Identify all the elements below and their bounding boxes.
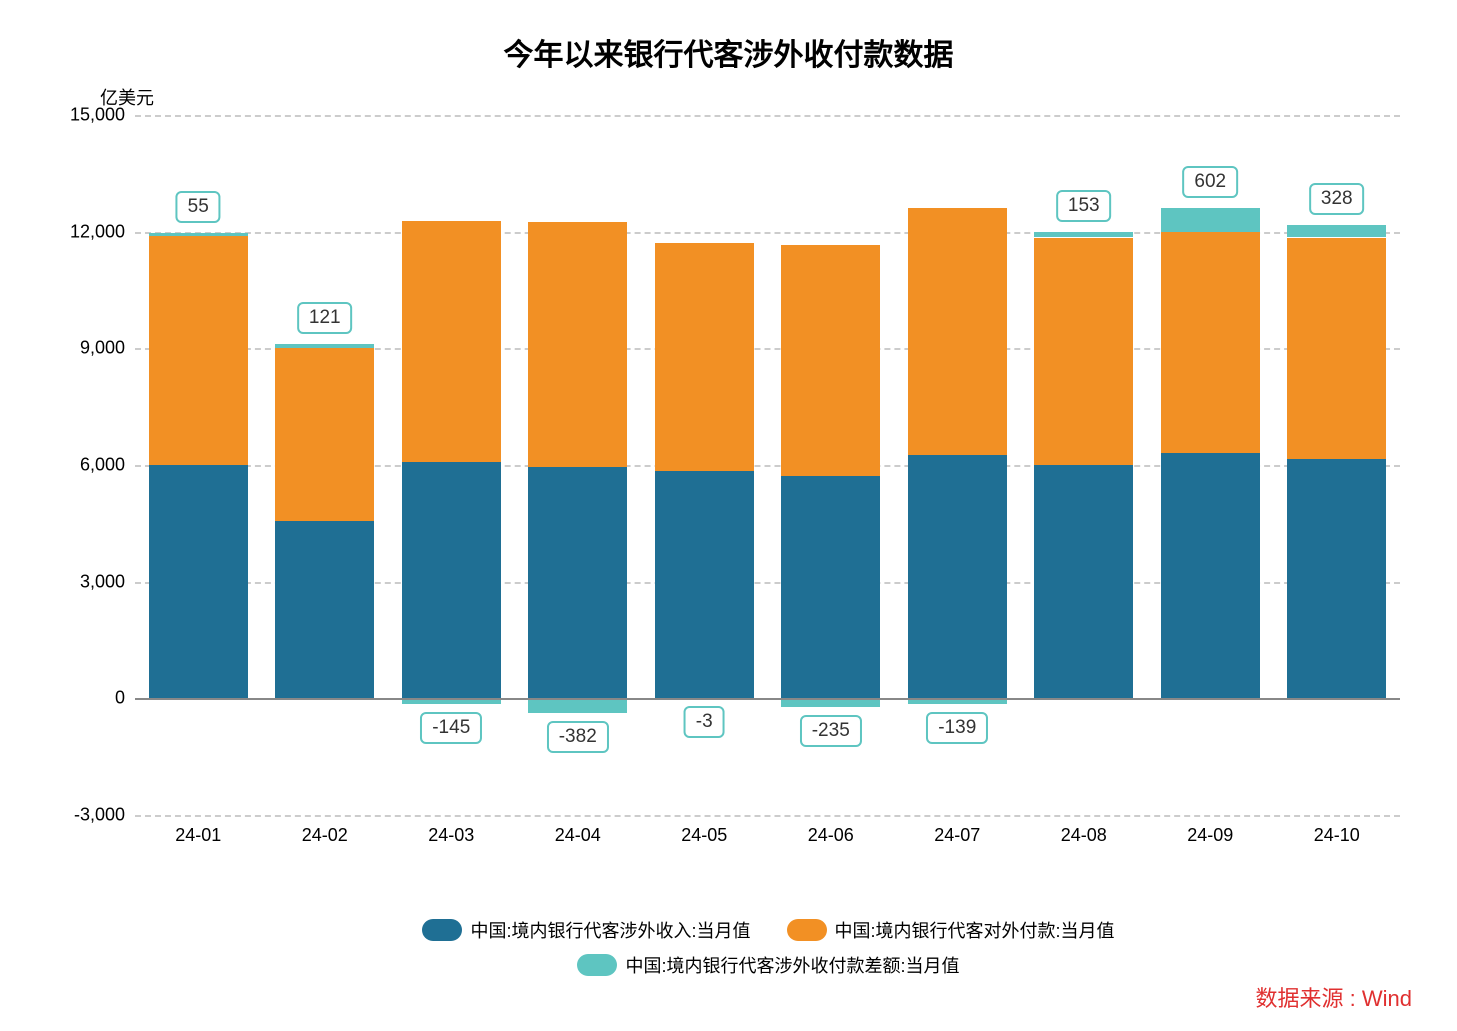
chart-title: 今年以来银行代客涉外收付款数据 — [40, 30, 1417, 74]
data-source-label: 数据来源 : Wind — [1256, 981, 1412, 1013]
data-label: 602 — [1182, 166, 1238, 198]
y-tick-label: -3,000 — [45, 805, 125, 826]
x-tick-label: 24-02 — [302, 825, 348, 846]
bar-segment-income — [528, 467, 627, 698]
data-label: -382 — [547, 721, 609, 753]
data-label: 121 — [297, 302, 353, 334]
bar-segment-payment — [1034, 238, 1133, 466]
legend-item: 中国:境内银行代客对外付款:当月值 — [787, 917, 1115, 943]
bar-segment-payment — [781, 245, 880, 476]
data-label: 328 — [1309, 183, 1365, 215]
gridline — [135, 115, 1400, 117]
bar-segment-income — [149, 465, 248, 698]
bar-segment-payment — [275, 348, 374, 521]
unit-label: 亿美元 — [40, 84, 1417, 110]
data-label: 153 — [1056, 190, 1112, 222]
gridline — [135, 815, 1400, 817]
y-tick-label: 0 — [45, 688, 125, 709]
bar-segment-diff — [1161, 208, 1260, 231]
bar-segment-diff — [528, 698, 627, 713]
bar-segment-income — [655, 471, 754, 699]
bar-segment-income — [402, 462, 501, 698]
x-tick-label: 24-06 — [808, 825, 854, 846]
baseline — [135, 698, 1400, 700]
bar-segment-payment — [528, 222, 627, 467]
y-tick-label: 12,000 — [45, 221, 125, 242]
bar-segment-income — [908, 455, 1007, 698]
x-tick-label: 24-10 — [1314, 825, 1360, 846]
x-tick-label: 24-04 — [555, 825, 601, 846]
bar-segment-income — [275, 521, 374, 698]
bar-segment-payment — [402, 221, 501, 462]
legend: 中国:境内银行代客涉外收入:当月值 中国:境内银行代客对外付款:当月值中国:境内银… — [40, 911, 1457, 981]
bar-segment-income — [1287, 459, 1386, 698]
plot-area: 55 121 -145 -382 -3 -235 -139 153 602 328 — [135, 115, 1400, 815]
legend-item: 中国:境内银行代客涉外收入:当月值 — [422, 917, 750, 943]
bar-segment-payment — [1161, 232, 1260, 454]
x-tick-label: 24-05 — [681, 825, 727, 846]
x-tick-label: 24-07 — [934, 825, 980, 846]
chart-area: 55 121 -145 -382 -3 -235 -139 153 602 328 -3,000 0… — [40, 115, 1400, 875]
legend-swatch — [787, 919, 827, 941]
y-tick-label: 15,000 — [45, 105, 125, 126]
legend-label: 中国:境内银行代客涉外收入:当月值 — [470, 917, 750, 943]
x-tick-label: 24-03 — [428, 825, 474, 846]
bar-segment-income — [781, 476, 880, 698]
legend-swatch — [422, 919, 462, 941]
bar-segment-diff — [1034, 232, 1133, 238]
bar-segment-income — [1161, 453, 1260, 698]
data-label: -3 — [684, 706, 725, 738]
bar-segment-diff — [1287, 225, 1386, 238]
bar-segment-payment — [908, 208, 1007, 455]
x-tick-label: 24-09 — [1187, 825, 1233, 846]
legend-label: 中国:境内银行代客对外付款:当月值 — [835, 917, 1115, 943]
data-label: -139 — [926, 712, 988, 744]
bar-segment-diff — [275, 344, 374, 349]
data-label: -235 — [800, 715, 862, 747]
x-tick-label: 24-08 — [1061, 825, 1107, 846]
legend-label: 中国:境内银行代客涉外收付款差额:当月值 — [625, 952, 959, 978]
bar-segment-payment — [655, 243, 754, 471]
data-label: -145 — [420, 712, 482, 744]
bar-segment-payment — [149, 236, 248, 465]
y-tick-label: 3,000 — [45, 571, 125, 592]
legend-item: 中国:境内银行代客涉外收付款差额:当月值 — [577, 952, 959, 978]
x-tick-label: 24-01 — [175, 825, 221, 846]
y-tick-label: 6,000 — [45, 455, 125, 476]
bar-segment-payment — [1287, 238, 1386, 460]
bar-segment-diff — [149, 233, 248, 235]
legend-swatch — [577, 954, 617, 976]
y-tick-label: 9,000 — [45, 338, 125, 359]
data-label: 55 — [176, 191, 221, 223]
bar-segment-income — [1034, 465, 1133, 698]
